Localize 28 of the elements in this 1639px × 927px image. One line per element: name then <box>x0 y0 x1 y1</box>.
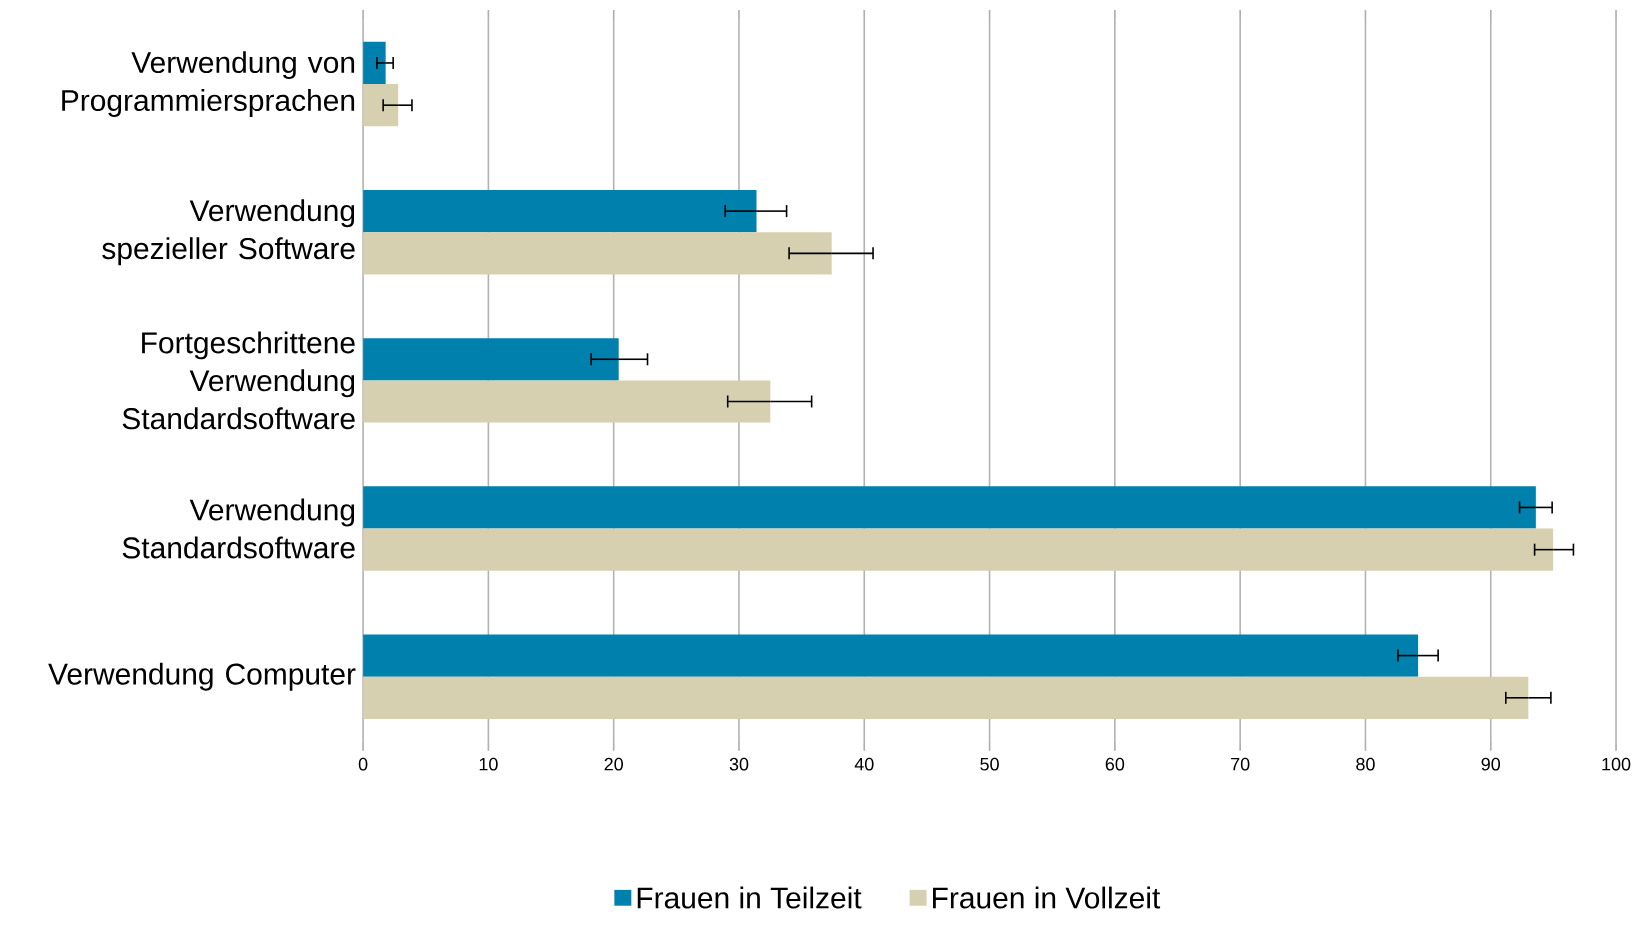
bar <box>363 83 399 127</box>
x-tick-label: 100 <box>1602 757 1631 771</box>
x-tick-label: 40 <box>854 757 874 771</box>
y-tick-label: Verwendung von Programmiersprachen <box>62 50 355 117</box>
x-tick-label: 10 <box>479 757 498 771</box>
bar <box>363 634 1419 677</box>
x-tick-label: 50 <box>980 757 999 771</box>
legend-label: Frauen in Teilzeit <box>637 886 862 909</box>
bar <box>363 337 619 381</box>
bar <box>363 528 1554 571</box>
x-tick-label: 0 <box>358 757 368 771</box>
bar <box>363 189 757 232</box>
x-tick-label: 60 <box>1105 757 1125 771</box>
bar <box>363 380 771 423</box>
x-tick-label: 20 <box>604 757 623 771</box>
y-tick-label: Verwendung Standardsoftware <box>122 498 355 559</box>
y-tick-label: Verwendung Computer <box>48 662 356 691</box>
bar <box>363 486 1536 529</box>
bar <box>363 231 832 275</box>
y-tick-label: Fortgeschrittene Verwendung Standardsoftware <box>122 331 355 430</box>
bar <box>363 676 1529 719</box>
x-tick-label: 90 <box>1481 757 1501 771</box>
x-tick-label: 80 <box>1356 757 1375 771</box>
x-tick-label: 30 <box>729 757 749 771</box>
y-tick-label: Verwendung spezieller Software <box>102 199 355 265</box>
bar <box>363 41 386 84</box>
x-tick-label: 70 <box>1231 757 1250 771</box>
legend-label: Frauen in Vollzeit <box>933 886 1161 909</box>
